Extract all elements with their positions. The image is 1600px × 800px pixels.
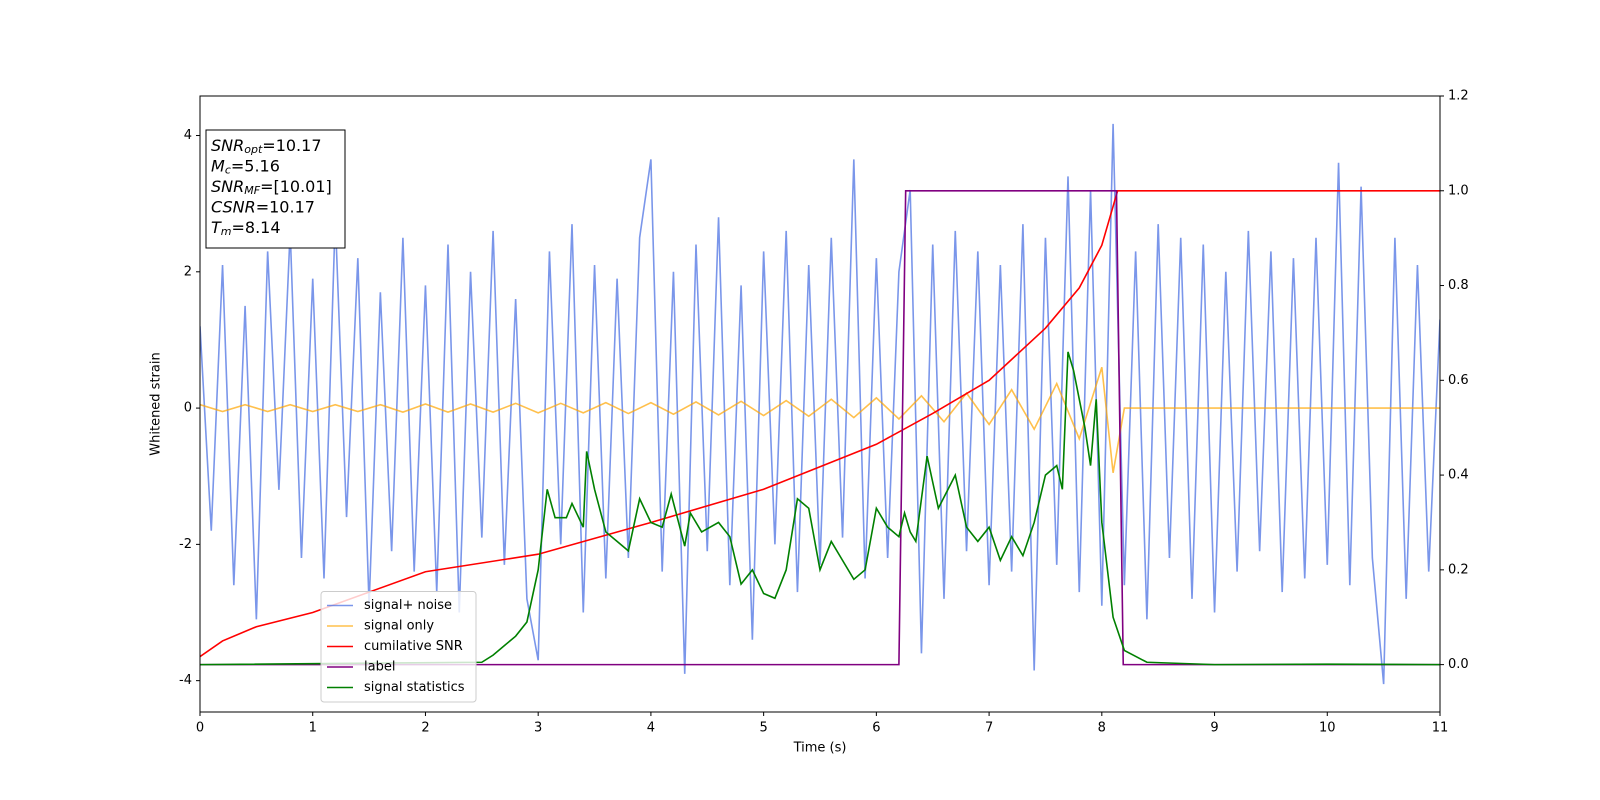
series-line [200, 189, 1440, 658]
y2-tick-label: 0.0 [1448, 657, 1469, 672]
annotation-subscript: MF [244, 184, 260, 197]
y2-tick-label: 0.2 [1448, 562, 1469, 577]
annotation-value: =10.17 [256, 197, 315, 216]
series-line [200, 123, 1440, 685]
x-tick-label: 7 [985, 721, 993, 736]
x-tick-label: 4 [647, 721, 655, 736]
y-tick-label: 0 [184, 401, 192, 416]
annotation-text: Mc=5.16 [211, 156, 280, 177]
annotation-subscript: c [225, 164, 231, 177]
annotation-symbol: CSNR [211, 197, 256, 216]
annotation-symbol: M [211, 156, 225, 175]
annotation-text: CSNR=10.17 [211, 197, 315, 216]
x-tick-label: 9 [1210, 721, 1218, 736]
annotation-value: =10.17 [262, 136, 321, 155]
annotation-text: Tm=8.14 [211, 218, 281, 239]
y2-tick-label: 0.8 [1448, 278, 1469, 293]
x-tick-label: 11 [1432, 721, 1449, 736]
series-line [200, 189, 1440, 666]
legend-label: signal statistics [364, 680, 465, 695]
annotation-frame [205, 129, 346, 249]
legend-label: signal only [364, 619, 434, 634]
y2-tick-label: 0.6 [1448, 373, 1469, 388]
annotation-symbol: SNR [211, 136, 244, 155]
annotation-subscript: m [221, 225, 232, 238]
x-tick-label: 0 [196, 721, 204, 736]
x-tick-label: 1 [309, 721, 317, 736]
legend: signal+ noise signal only cumilative SNR la… [320, 591, 477, 703]
annotation-symbol: T [211, 218, 222, 237]
annotation-box: SNRopt=10.17Mc=5.16SNRMF=[10.01]CSNR=10.… [205, 129, 346, 249]
legend-label: signal+ noise [364, 598, 452, 613]
y-tick-label: -4 [179, 673, 192, 688]
annotation-value: =[10.01] [260, 177, 332, 196]
annotation-text: SNRopt=10.17 [211, 136, 322, 157]
y2-tick-label: 1.0 [1448, 183, 1469, 198]
series-line [200, 351, 1440, 666]
legend-label: label [364, 660, 395, 675]
series-line [200, 366, 1440, 473]
legend-label: cumilative SNR [364, 639, 463, 654]
annotation-value: =8.14 [232, 218, 281, 237]
annotation-value: =5.16 [231, 156, 280, 175]
x-tick-label: 6 [872, 721, 880, 736]
y-tick-label: -2 [179, 537, 192, 552]
x-tick-label: 8 [1098, 721, 1106, 736]
x-axis-label: Time (s) [793, 741, 847, 756]
y2-tick-label: 1.2 [1448, 89, 1469, 104]
annotation-symbol: SNR [211, 177, 244, 196]
x-tick-label: 5 [759, 721, 767, 736]
y-tick-label: 2 [184, 264, 192, 279]
annotation-subscript: opt [244, 143, 263, 156]
y2-tick-label: 0.4 [1448, 468, 1469, 483]
annotation-text: SNRMF=[10.01] [211, 177, 332, 198]
y-axis-label: Whitened strain [149, 352, 164, 455]
x-tick-label: 10 [1319, 721, 1336, 736]
axes-frame [199, 95, 1441, 713]
x-tick-label: 2 [421, 721, 429, 736]
y-tick-label: 4 [184, 128, 192, 143]
legend-frame [320, 591, 477, 703]
plot-area [200, 123, 1440, 685]
x-tick-label: 3 [534, 721, 542, 736]
